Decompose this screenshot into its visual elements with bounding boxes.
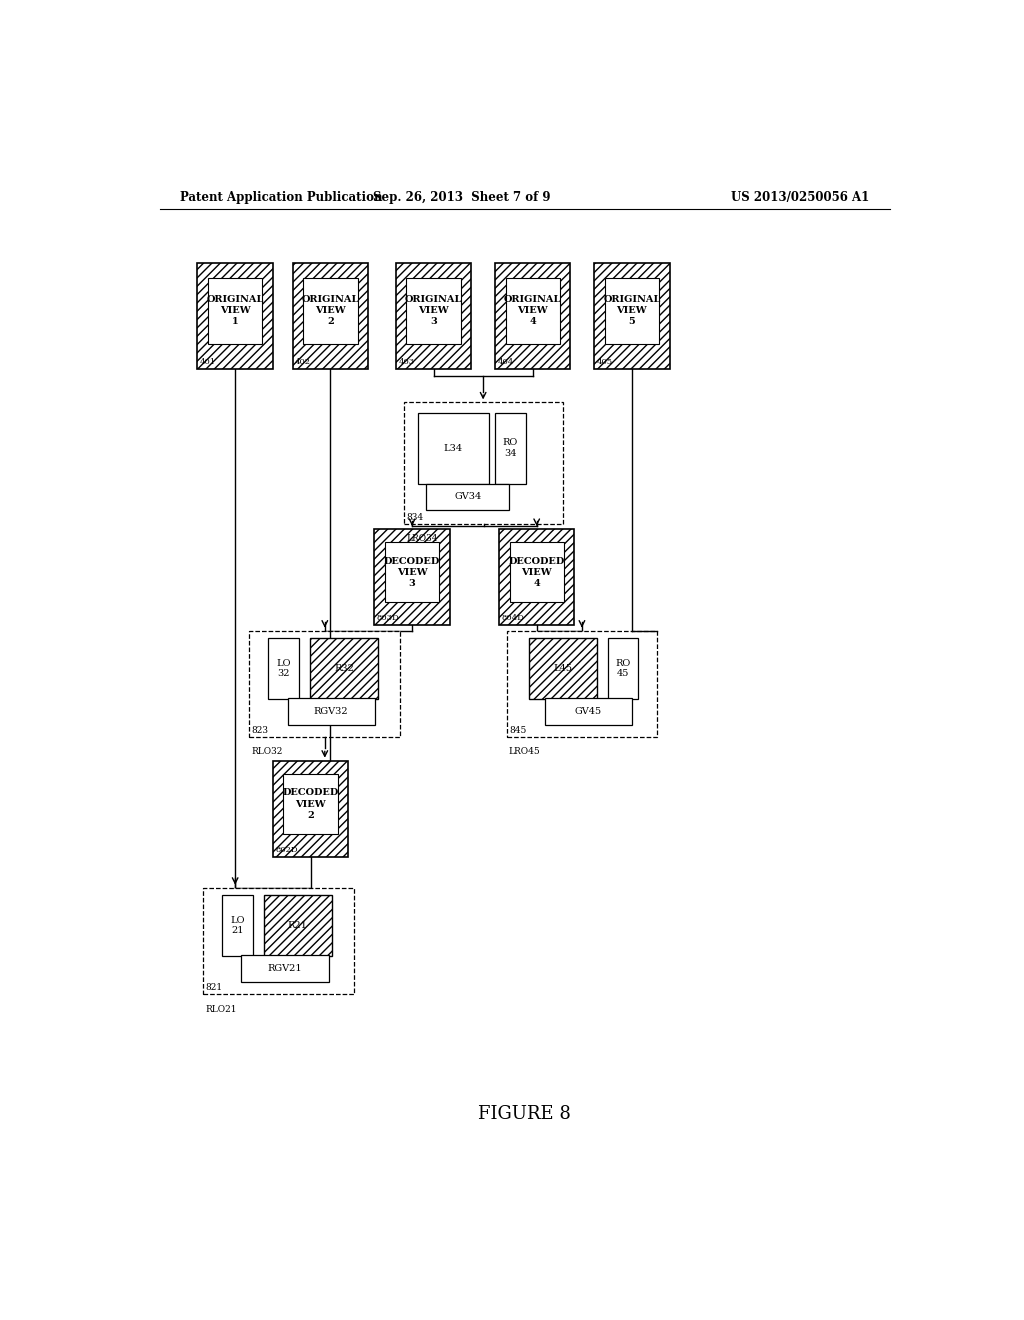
Bar bbox=[208, 277, 262, 343]
Bar bbox=[198, 263, 272, 370]
Text: 834: 834 bbox=[407, 513, 424, 523]
Bar bbox=[293, 263, 368, 370]
Text: RO
45: RO 45 bbox=[615, 659, 631, 678]
Bar bbox=[507, 631, 657, 738]
Text: R21: R21 bbox=[288, 921, 308, 931]
Bar bbox=[426, 483, 509, 510]
Bar bbox=[418, 413, 489, 483]
Bar bbox=[594, 263, 670, 370]
Text: L34: L34 bbox=[443, 444, 463, 453]
Bar bbox=[310, 638, 378, 700]
Text: GV34: GV34 bbox=[454, 492, 481, 502]
Text: 823: 823 bbox=[252, 726, 269, 735]
Text: Sep. 26, 2013  Sheet 7 of 9: Sep. 26, 2013 Sheet 7 of 9 bbox=[373, 190, 550, 203]
Text: RGV32: RGV32 bbox=[313, 706, 348, 715]
Text: ORIGINAL
VIEW
1: ORIGINAL VIEW 1 bbox=[207, 294, 264, 326]
Text: 845: 845 bbox=[509, 726, 526, 735]
Bar bbox=[545, 698, 632, 725]
Bar bbox=[594, 263, 670, 370]
Text: RO
34: RO 34 bbox=[503, 438, 518, 458]
Text: LRO45: LRO45 bbox=[509, 747, 541, 756]
Bar bbox=[264, 895, 332, 956]
Bar bbox=[264, 895, 332, 956]
Text: 802D: 802D bbox=[275, 846, 298, 854]
Text: RLO21: RLO21 bbox=[206, 1005, 238, 1014]
Bar bbox=[303, 277, 357, 343]
Bar bbox=[495, 263, 570, 370]
Bar bbox=[506, 277, 560, 343]
Bar bbox=[198, 263, 272, 370]
Bar bbox=[288, 698, 375, 725]
Bar bbox=[510, 543, 564, 602]
Text: RGV21: RGV21 bbox=[268, 964, 302, 973]
Bar bbox=[496, 413, 525, 483]
Text: LO
21: LO 21 bbox=[230, 916, 245, 936]
Text: R32: R32 bbox=[334, 664, 354, 673]
Bar bbox=[499, 529, 574, 626]
Text: RLO32: RLO32 bbox=[252, 747, 284, 756]
Bar bbox=[272, 760, 348, 857]
Text: ORIGINAL
VIEW
5: ORIGINAL VIEW 5 bbox=[603, 294, 660, 326]
Bar bbox=[499, 529, 574, 626]
Bar bbox=[404, 403, 563, 524]
Text: ORIGINAL
VIEW
3: ORIGINAL VIEW 3 bbox=[404, 294, 462, 326]
Text: GV45: GV45 bbox=[574, 706, 602, 715]
Bar bbox=[495, 263, 570, 370]
Text: 405: 405 bbox=[597, 358, 612, 366]
Bar bbox=[375, 529, 450, 626]
Text: L45: L45 bbox=[553, 664, 572, 673]
Bar bbox=[375, 529, 450, 626]
Bar bbox=[272, 760, 348, 857]
Text: DECODED
VIEW
4: DECODED VIEW 4 bbox=[509, 557, 565, 587]
Text: ORIGINAL
VIEW
4: ORIGINAL VIEW 4 bbox=[504, 294, 561, 326]
Text: LRO34: LRO34 bbox=[407, 535, 438, 544]
Text: Patent Application Publication: Patent Application Publication bbox=[179, 190, 382, 203]
Bar bbox=[284, 774, 338, 834]
Text: DECODED
VIEW
3: DECODED VIEW 3 bbox=[384, 557, 440, 587]
Text: 403: 403 bbox=[398, 358, 415, 366]
Text: 803D: 803D bbox=[377, 614, 399, 623]
Bar bbox=[268, 638, 299, 700]
Bar bbox=[204, 887, 354, 994]
Bar bbox=[250, 631, 400, 738]
Bar bbox=[396, 263, 471, 370]
Text: FIGURE 8: FIGURE 8 bbox=[478, 1105, 571, 1123]
Text: DECODED
VIEW
2: DECODED VIEW 2 bbox=[283, 788, 339, 820]
Bar bbox=[529, 638, 597, 700]
Bar bbox=[396, 263, 471, 370]
Bar bbox=[222, 895, 253, 956]
Bar bbox=[608, 638, 638, 700]
Bar bbox=[529, 638, 597, 700]
Text: 804D: 804D bbox=[502, 614, 524, 623]
Text: 404: 404 bbox=[498, 358, 514, 366]
Text: ORIGINAL
VIEW
2: ORIGINAL VIEW 2 bbox=[302, 294, 359, 326]
Bar bbox=[293, 263, 368, 370]
Text: LO
32: LO 32 bbox=[276, 659, 291, 678]
Text: 821: 821 bbox=[206, 983, 223, 993]
Text: 402: 402 bbox=[295, 358, 311, 366]
Text: US 2013/0250056 A1: US 2013/0250056 A1 bbox=[731, 190, 869, 203]
Bar bbox=[242, 956, 329, 982]
Bar bbox=[385, 543, 439, 602]
Text: 401: 401 bbox=[200, 358, 216, 366]
Bar bbox=[407, 277, 461, 343]
Bar bbox=[310, 638, 378, 700]
Bar bbox=[605, 277, 659, 343]
